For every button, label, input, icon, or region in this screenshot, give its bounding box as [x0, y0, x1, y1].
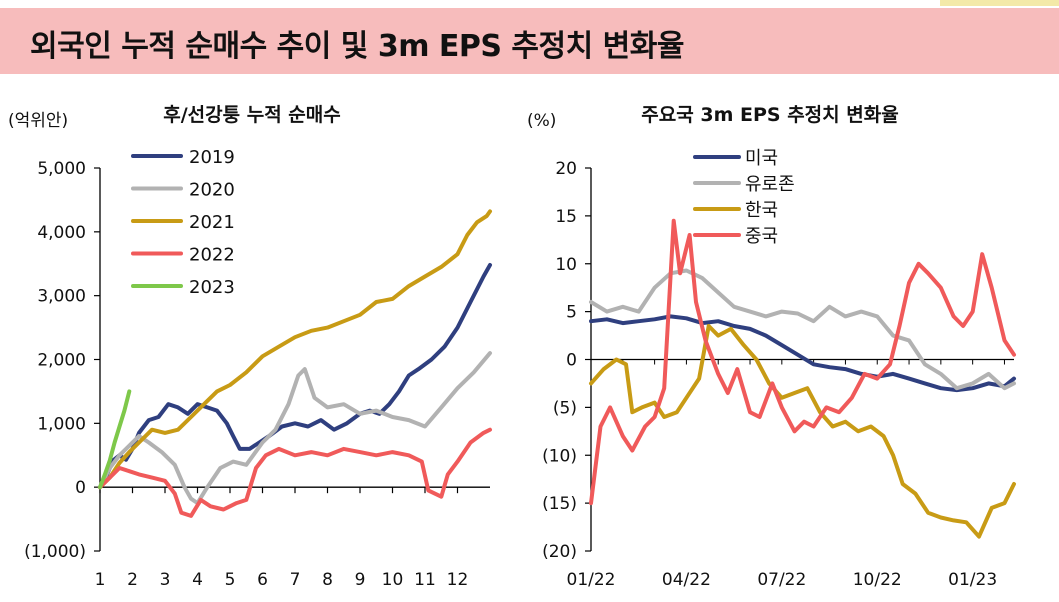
x-tick-label: 4 — [192, 570, 203, 590]
x-tick-label: 2 — [127, 570, 138, 590]
legend-label: 한국 — [745, 200, 778, 221]
series-line-유로존 — [589, 268, 1016, 391]
legend-label: 2022 — [189, 245, 235, 266]
chart-title: 후/선강퉁 누적 순매수 — [163, 104, 341, 126]
y-tick-label: 5,000 — [37, 159, 86, 179]
y-axis-unit-label: (억위안) — [8, 111, 68, 131]
legend-label: 유로존 — [745, 174, 795, 195]
series-line-2021 — [98, 209, 492, 490]
y-tick-label: 1,000 — [37, 414, 86, 434]
y-axis-unit-label: (%) — [527, 111, 556, 131]
y-tick-label: 20 — [555, 159, 577, 179]
y-tick-label: (20) — [542, 542, 577, 562]
series-line-2022 — [98, 427, 492, 518]
x-tick-label: 04/22 — [662, 570, 711, 590]
top-accent-strip — [940, 0, 1059, 6]
x-tick-label: 3 — [160, 570, 171, 590]
legend-label: 2019 — [189, 147, 235, 168]
y-tick-label: (15) — [542, 494, 577, 514]
y-tick-label: 0 — [75, 478, 86, 498]
x-tick-label: 01/22 — [567, 570, 616, 590]
y-tick-label: (5) — [553, 398, 577, 418]
y-tick-label: (1,000) — [24, 542, 86, 562]
y-tick-label: 5 — [566, 303, 577, 323]
x-tick-label: 01/23 — [948, 570, 997, 590]
x-tick-label: 5 — [225, 570, 236, 590]
page-title: 외국인 누적 순매수 추이 및 3m EPS 추정치 변화율 — [30, 29, 684, 64]
legend-label: 2021 — [189, 212, 235, 233]
series-line-2023 — [98, 389, 132, 490]
legend-label: 2023 — [189, 277, 235, 298]
x-tick-label: 8 — [322, 570, 333, 590]
x-tick-label: 9 — [355, 570, 366, 590]
legend-label: 중국 — [745, 226, 778, 247]
y-tick-label: 0 — [566, 351, 577, 371]
legend-label: 미국 — [745, 148, 778, 169]
x-tick-label: 7 — [290, 570, 301, 590]
x-tick-label: 11 — [414, 570, 436, 590]
y-tick-label: 3,000 — [37, 287, 86, 307]
x-tick-label: 6 — [257, 570, 268, 590]
y-tick-label: 2,000 — [37, 351, 86, 371]
y-tick-label: 4,000 — [37, 223, 86, 243]
series-line-미국 — [589, 314, 1016, 393]
x-tick-label: 10 — [382, 570, 404, 590]
series-line-2020 — [98, 351, 492, 506]
y-tick-label: (10) — [542, 446, 577, 466]
chart-title: 주요국 3m EPS 추정치 변화율 — [641, 104, 898, 126]
series-line-중국 — [589, 218, 1016, 506]
x-tick-label: 12 — [447, 570, 469, 590]
series-line-한국 — [589, 324, 1016, 539]
x-tick-label: 10/22 — [853, 570, 902, 590]
y-tick-label: 15 — [555, 207, 577, 227]
x-tick-label: 07/22 — [757, 570, 806, 590]
y-tick-label: 10 — [555, 255, 577, 275]
legend-label: 2020 — [189, 180, 235, 201]
title-banner: 외국인 누적 순매수 추이 및 3m EPS 추정치 변화율 — [0, 8, 1059, 74]
x-tick-label: 1 — [95, 570, 106, 590]
